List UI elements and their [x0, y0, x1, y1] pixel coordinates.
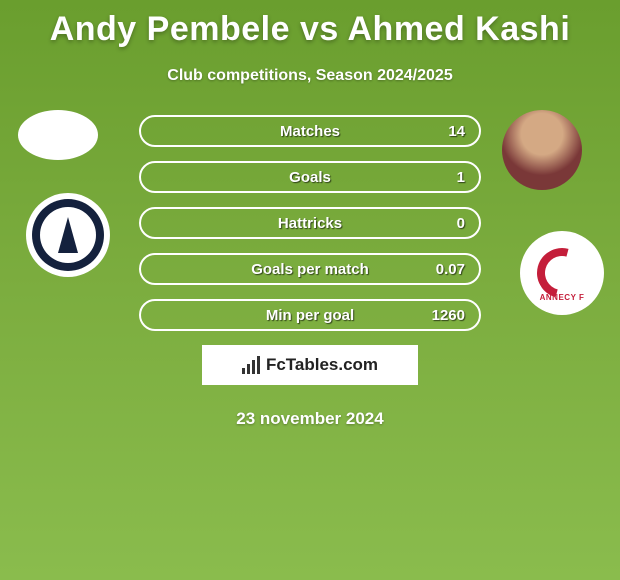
player1-club-logo — [26, 193, 110, 277]
player1-name: Andy Pembele — [50, 10, 290, 48]
stat-value-right: 0.07 — [436, 261, 465, 278]
player2-avatar — [502, 110, 582, 190]
fctables-branding: FcTables.com — [202, 345, 418, 385]
comparison-title: Andy Pembele vs Ahmed Kashi — [0, 0, 620, 49]
subtitle: Club competitions, Season 2024/2025 — [0, 67, 620, 85]
vs-text: vs — [300, 10, 339, 48]
stat-row-min-per-goal: Min per goal 1260 — [139, 299, 481, 331]
eiffel-icon — [58, 217, 78, 253]
main-content: ANNECY F Matches 14 Goals 1 Hattricks 0 … — [0, 115, 620, 429]
branding-text: FcTables.com — [266, 355, 378, 375]
stat-label: Goals — [289, 169, 331, 186]
stat-row-goals-per-match: Goals per match 0.07 — [139, 253, 481, 285]
date-text: 23 november 2024 — [0, 409, 620, 429]
stat-label: Goals per match — [251, 261, 369, 278]
player2-club-logo: ANNECY F — [520, 231, 604, 315]
stat-row-hattricks: Hattricks 0 — [139, 207, 481, 239]
bar-chart-icon — [242, 356, 260, 374]
stat-value-right: 0 — [457, 215, 465, 232]
paris-fc-inner — [40, 207, 96, 263]
stat-value-right: 1 — [457, 169, 465, 186]
paris-fc-logo — [32, 199, 104, 271]
stats-container: Matches 14 Goals 1 Hattricks 0 Goals per… — [139, 115, 481, 331]
stat-row-matches: Matches 14 — [139, 115, 481, 147]
stat-value-right: 1260 — [432, 307, 465, 324]
stat-value-right: 14 — [448, 123, 465, 140]
stat-label: Min per goal — [266, 307, 354, 324]
player1-avatar — [18, 110, 98, 160]
stat-row-goals: Goals 1 — [139, 161, 481, 193]
stat-label: Matches — [280, 123, 340, 140]
annecy-label: ANNECY F — [540, 293, 585, 302]
annecy-logo: ANNECY F — [527, 238, 597, 308]
player2-name: Ahmed Kashi — [348, 10, 571, 48]
stat-label: Hattricks — [278, 215, 342, 232]
